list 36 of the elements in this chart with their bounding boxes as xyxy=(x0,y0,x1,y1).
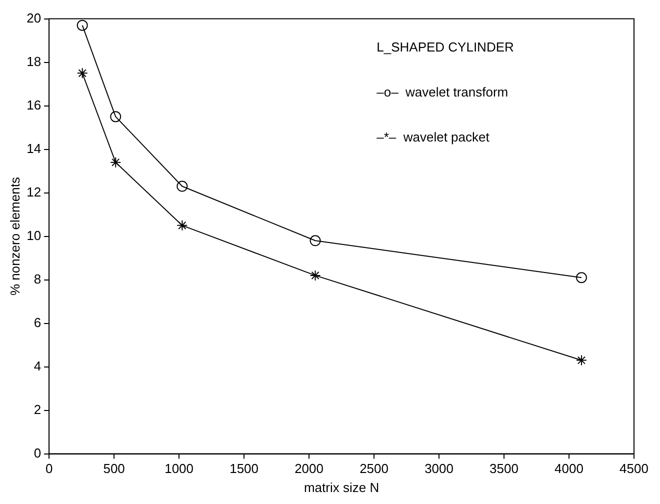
annotation: L_SHAPED CYLINDER xyxy=(376,39,514,54)
point xyxy=(176,180,188,192)
point xyxy=(310,235,321,246)
y-tick-label: 8 xyxy=(34,271,42,286)
y-tick-label: 10 xyxy=(26,228,42,243)
x-tick-label: 2000 xyxy=(294,461,324,476)
x-tick-label: 1500 xyxy=(230,461,258,476)
x-tick-label: 500 xyxy=(103,461,125,476)
y-tick-label: 12 xyxy=(26,184,42,200)
annotation: –o– wavelet transform xyxy=(376,84,508,100)
y-tick-label: 0 xyxy=(34,445,42,460)
y-tick-label: 2 xyxy=(34,402,42,417)
point xyxy=(576,272,587,284)
point xyxy=(576,354,587,366)
x-tick-label: 3000 xyxy=(424,461,454,476)
point xyxy=(110,156,122,168)
x-tick-label: 4500 xyxy=(620,461,648,476)
y-tick-label: 16 xyxy=(26,97,42,112)
y-tick-label: 14 xyxy=(26,140,42,156)
x-axis-title: matrix size N xyxy=(304,480,380,495)
point xyxy=(76,20,88,31)
x-tick-label: 0 xyxy=(45,461,53,476)
y-tick-label: 4 xyxy=(34,358,42,374)
x-tick-label: 1000 xyxy=(164,461,194,476)
annotation: –*– wavelet packet xyxy=(376,129,490,144)
point xyxy=(310,270,321,281)
y-tick-label: 20 xyxy=(26,10,42,26)
x-tick-label: 4000 xyxy=(554,461,584,476)
y-tick-label: 18 xyxy=(26,54,42,69)
point xyxy=(76,68,88,79)
x-tick-label: 3500 xyxy=(490,461,518,476)
point xyxy=(176,220,188,231)
point xyxy=(110,111,122,122)
x-tick-label: 2500 xyxy=(360,461,388,476)
y-tick-label: 6 xyxy=(34,314,42,330)
y-axis-title: % nonzero elements xyxy=(7,176,22,296)
